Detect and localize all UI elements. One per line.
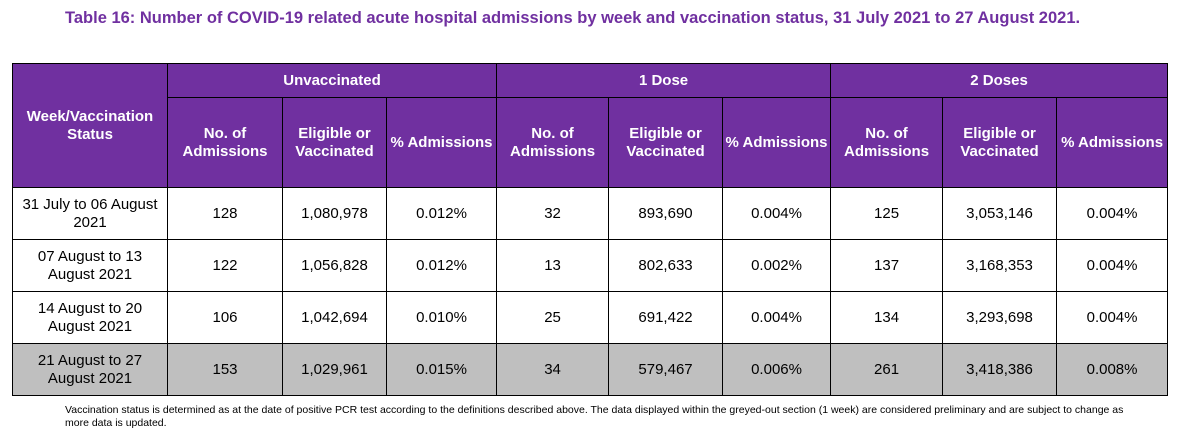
header-group-1-dose: 1 Dose: [496, 63, 832, 98]
unvaccinated-pct-cell: 0.015%: [385, 343, 498, 396]
week-cell: 21 August to 27 August 2021: [12, 343, 168, 396]
dose1-eligible-cell: 893,690: [608, 187, 724, 240]
header-unvaccinated-admissions: No. of Admissions: [167, 97, 283, 188]
header-group-2-doses: 2 Doses: [830, 63, 1169, 98]
unvaccinated-eligible-cell: 1,080,978: [282, 187, 387, 240]
header-group-row: Week/Vaccination Status Unvaccinated 1 D…: [12, 63, 1169, 188]
dose2-pct-cell: 0.008%: [1056, 343, 1169, 396]
dose2-eligible-cell: 3,053,146: [942, 187, 1058, 240]
header-group-unvaccinated: Unvaccinated: [166, 63, 498, 98]
unvaccinated-admissions-cell: 153: [167, 343, 283, 396]
dose1-eligible-cell: 802,633: [608, 239, 724, 292]
dose1-admissions-cell: 32: [496, 187, 610, 240]
table-footnote: Vaccination status is determined as at t…: [65, 404, 1124, 429]
dose1-pct-cell: 0.004%: [722, 187, 832, 240]
dose1-admissions-cell: 34: [496, 343, 610, 396]
header-dose2-eligible: Eligible or Vaccinated: [942, 97, 1058, 188]
dose2-pct-cell: 0.004%: [1056, 291, 1169, 344]
week-cell: 31 July to 06 August 2021: [12, 187, 168, 240]
dose1-admissions-cell: 13: [496, 239, 610, 292]
unvaccinated-pct-cell: 0.012%: [385, 239, 498, 292]
unvaccinated-eligible-cell: 1,029,961: [282, 343, 387, 396]
header-dose1-pct: % Admissions: [722, 97, 832, 188]
dose1-admissions-cell: 25: [496, 291, 610, 344]
dose2-admissions-cell: 134: [830, 291, 944, 344]
dose2-admissions-cell: 261: [830, 343, 944, 396]
unvaccinated-admissions-cell: 122: [167, 239, 283, 292]
unvaccinated-eligible-cell: 1,056,828: [282, 239, 387, 292]
dose2-admissions-cell: 125: [830, 187, 944, 240]
dose2-pct-cell: 0.004%: [1056, 239, 1169, 292]
header-week-status: Week/Vaccination Status: [12, 63, 168, 188]
dose2-pct-cell: 0.004%: [1056, 187, 1169, 240]
table-row: 31 July to 06 August 2021 128 1,080,978 …: [12, 187, 1169, 240]
dose2-eligible-cell: 3,418,386: [942, 343, 1058, 396]
dose1-eligible-cell: 691,422: [608, 291, 724, 344]
header-unvaccinated-pct: % Admissions: [385, 97, 498, 188]
header-dose1-admissions: No. of Admissions: [496, 97, 610, 188]
table-row: 07 August to 13 August 2021 122 1,056,82…: [12, 239, 1169, 292]
table-row: 14 August to 20 August 2021 106 1,042,69…: [12, 291, 1169, 344]
admissions-table: Week/Vaccination Status Unvaccinated 1 D…: [12, 63, 1169, 396]
dose2-eligible-cell: 3,168,353: [942, 239, 1058, 292]
week-cell: 07 August to 13 August 2021: [12, 239, 168, 292]
dose1-pct-cell: 0.002%: [722, 239, 832, 292]
unvaccinated-eligible-cell: 1,042,694: [282, 291, 387, 344]
header-dose2-admissions: No. of Admissions: [830, 97, 944, 188]
dose1-eligible-cell: 579,467: [608, 343, 724, 396]
unvaccinated-admissions-cell: 128: [167, 187, 283, 240]
dose2-admissions-cell: 137: [830, 239, 944, 292]
dose2-eligible-cell: 3,293,698: [942, 291, 1058, 344]
dose1-pct-cell: 0.004%: [722, 291, 832, 344]
table-row-preliminary: 21 August to 27 August 2021 153 1,029,96…: [12, 343, 1169, 396]
table-caption: Table 16: Number of COVID-19 related acu…: [65, 9, 1081, 27]
header-unvaccinated-eligible: Eligible or Vaccinated: [282, 97, 387, 188]
header-subcolumn-row: No. of Admissions Eligible or Vaccinated…: [13, 97, 1169, 188]
unvaccinated-admissions-cell: 106: [167, 291, 283, 344]
unvaccinated-pct-cell: 0.010%: [385, 291, 498, 344]
unvaccinated-pct-cell: 0.012%: [385, 187, 498, 240]
dose1-pct-cell: 0.006%: [722, 343, 832, 396]
week-cell: 14 August to 20 August 2021: [12, 291, 168, 344]
header-dose2-pct: % Admissions: [1056, 97, 1169, 188]
header-dose1-eligible: Eligible or Vaccinated: [608, 97, 724, 188]
